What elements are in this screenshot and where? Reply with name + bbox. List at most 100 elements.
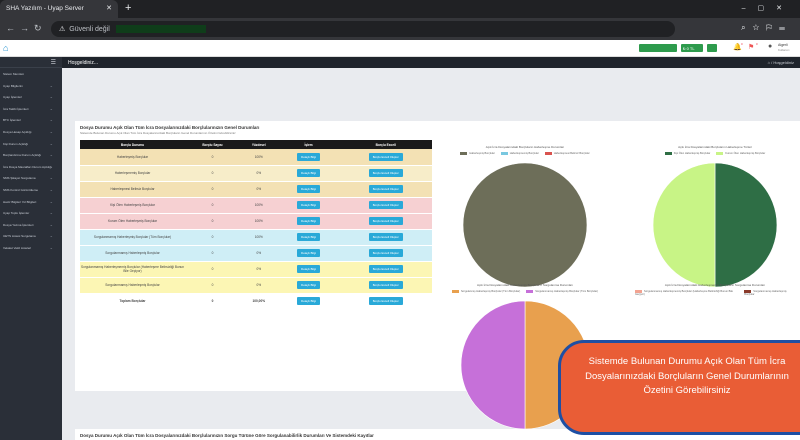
legend-item[interactable]: Sorgulanmış Haberleşmiş Borçlular (Tüm B… bbox=[451, 290, 520, 293]
cell-label: Sorgulanmamış Haberleşmiş Borçlular bbox=[80, 245, 185, 262]
cell-label: Kişi Ölen Haberleşmiş Borçlular bbox=[80, 197, 185, 214]
chart-4-legend: Sorgulanmamış Haberleşmemiş Borçlular (H… bbox=[635, 290, 795, 296]
legend-item[interactable]: Haberleşmiş Borçlular bbox=[460, 152, 495, 156]
cell-count: 0 bbox=[185, 149, 240, 166]
chart-2-title: Açık İcra Dosyalarındaki Borçluların Hab… bbox=[678, 145, 752, 149]
column-header: Borçlu Sayısı bbox=[185, 140, 240, 149]
menu-icon[interactable]: ☰ bbox=[50, 60, 56, 66]
detail-button[interactable]: Detaylı Bilgi bbox=[297, 185, 320, 193]
legend-item[interactable]: Kişi Ölen Haberleşmiş Borçlular bbox=[664, 152, 710, 155]
excel-button[interactable]: Borçlu Excell Oluştur bbox=[368, 281, 403, 289]
chevron-down-icon: ⌄ bbox=[49, 152, 53, 158]
sidebar-item[interactable]: Uyap Bilgilerim ⌄ bbox=[3, 82, 53, 88]
detail-button[interactable]: Detaylı Bilgi bbox=[297, 249, 320, 257]
info-callout: Sistemde Bulunan Durumu Açık Olan Tüm İc… bbox=[558, 340, 800, 435]
legend-item[interactable]: Sorgulanmamış Haberleşmiş Borçlular bbox=[744, 290, 795, 296]
excel-button[interactable]: Borçlu Excell Oluştur bbox=[368, 233, 403, 241]
excel-button[interactable]: Borçlu Excell Oluştur bbox=[368, 152, 403, 161]
browser-tab[interactable]: SHA Yazılım - Uyap Server ✕ bbox=[0, 0, 118, 18]
legend-label: Haberleşmiş Borçlular bbox=[469, 152, 495, 156]
refresh-badge[interactable] bbox=[707, 44, 717, 52]
cell-pct: 0% bbox=[239, 181, 278, 198]
cell-count: 0 bbox=[185, 181, 240, 198]
address-bar[interactable]: ⚠ Güvenli değil bbox=[51, 21, 675, 37]
close-tab-icon[interactable]: ✕ bbox=[106, 5, 112, 12]
cell-label: Sorgulanmamış Haberleşmemiş Borçlular (H… bbox=[80, 261, 185, 278]
detail-button[interactable]: Detaylı Bilgi bbox=[297, 265, 320, 273]
sidebar-item[interactable]: SMS Kontrol Görüntüleme ⌄ bbox=[3, 186, 53, 192]
detail-button[interactable]: Detaylı Bilgi bbox=[297, 233, 320, 241]
cell-count: 0 bbox=[185, 197, 240, 214]
pie-slice[interactable] bbox=[460, 300, 526, 430]
legend-label: Sorgulanmamış Haberleşmiş Borçlular (Tüm… bbox=[535, 290, 599, 294]
sidebar-item[interactable]: Haciz Bilgileri Yol Bilgileri ⌄ bbox=[3, 198, 53, 204]
excel-button[interactable]: Borçlu Excell Oluştur bbox=[368, 185, 403, 193]
legend-swatch bbox=[451, 290, 459, 293]
detail-button[interactable]: Detaylı Bilgi bbox=[297, 169, 320, 177]
detail-button[interactable]: Detaylı Bilgi bbox=[297, 201, 320, 209]
back-icon[interactable]: ← bbox=[6, 23, 15, 33]
flag-count: 0 bbox=[756, 42, 758, 46]
avatar[interactable]: ● bbox=[768, 43, 773, 50]
browser-action-icons[interactable]: ⌕☆⚐☰ bbox=[741, 23, 792, 32]
excel-button[interactable]: Borçlu Excell Oluştur bbox=[368, 169, 403, 177]
sidebar-item[interactable]: Borçlandırma Durum Açıklığı ⌄ bbox=[3, 152, 53, 158]
chart-2-legend: Kişi Ölen Haberleşmiş Borçlular Kurum Öle… bbox=[635, 152, 795, 155]
excel-button[interactable]: Borçlu Excell Oluştur bbox=[368, 201, 403, 209]
legend-item[interactable]: Sorgulanmamış Haberleşmemiş Borçlular (H… bbox=[635, 290, 738, 296]
detail-button[interactable]: Detaylı Bilgi bbox=[297, 297, 320, 305]
sidebar-item[interactable]: Dosya Yazma İşlemleri ⌄ bbox=[3, 221, 53, 227]
reload-icon[interactable]: ↻ bbox=[34, 23, 42, 33]
chevron-down-icon: ⌄ bbox=[49, 221, 53, 227]
bell-icon[interactable]: 🔔 bbox=[733, 44, 742, 51]
header-badge-2[interactable]: ₺ 0 TL bbox=[681, 44, 703, 52]
sidebar-item[interactable]: BTC İşlemleri ⌄ bbox=[3, 117, 53, 123]
detail-button[interactable]: Detaylı Bilgi bbox=[297, 152, 320, 161]
excel-button[interactable]: Borçlu Excell Oluştur bbox=[368, 265, 403, 273]
excel-button[interactable]: Borçlu Excell Oluştur bbox=[368, 217, 403, 225]
legend-item[interactable]: Haberleşmemiş Borçlular bbox=[500, 152, 539, 155]
cell-label: Kurum Ölen Haberleşmiş Borçlular bbox=[80, 213, 185, 230]
pie-slice[interactable] bbox=[652, 162, 716, 288]
detail-button[interactable]: Detaylı Bilgi bbox=[297, 217, 320, 225]
cell-label: Sorgulanmamış Haberleşmiş Borçlular (Tüm… bbox=[80, 229, 185, 246]
forward-icon[interactable]: → bbox=[20, 23, 29, 33]
window-controls[interactable]: –▢✕ bbox=[741, 5, 794, 12]
legend-item[interactable]: Haberleşmesi Belirsiz Borçlular bbox=[544, 152, 590, 155]
chevron-down-icon: ⌄ bbox=[49, 105, 53, 111]
legend-item[interactable]: Sorgulanmamış Haberleşmiş Borçlular (Tüm… bbox=[526, 290, 598, 293]
sidebar: ☰ Sistem Menüsü Uyap Bilgilerim ⌄ Uyap İşle… bbox=[0, 57, 62, 440]
sidebar-item[interactable]: Dosya Hesap Açıklığı ⌄ bbox=[3, 128, 53, 134]
flag-icon[interactable]: ⚑ bbox=[748, 44, 755, 51]
sidebar-item[interactable]: SMS Şikayet Sorgulama ⌄ bbox=[3, 175, 53, 181]
browser-toolbar: ← → ↻ ⚠ Güvenli değil ⌕☆⚐☰ bbox=[0, 18, 800, 40]
chart-3-pie bbox=[460, 300, 590, 430]
chart-4-title: Açık İcra Dosyalarındaki Haberleşmemiş B… bbox=[664, 283, 766, 287]
pie-slice[interactable] bbox=[714, 162, 778, 288]
chevron-down-icon: ⌄ bbox=[49, 163, 53, 169]
breadcrumb: ⌂ / Hoşgeldiniz bbox=[767, 60, 794, 65]
new-tab-button[interactable]: + bbox=[125, 2, 132, 14]
sidebar-item[interactable]: İcra Dosya Masrafları Durum Açıklığı ⌄ bbox=[3, 163, 53, 169]
detail-button[interactable]: Detaylı Bilgi bbox=[297, 281, 320, 289]
sidebar-item[interactable]: Uyap Toplu İşlemler ⌄ bbox=[3, 210, 53, 216]
table-row: Sorgulanmamış Haberleşmemiş Borçlular (H… bbox=[80, 261, 432, 278]
sidebar-item[interactable]: İcra Takibi İşlemleri ⌄ bbox=[3, 105, 53, 111]
chevron-down-icon: ⌄ bbox=[49, 244, 53, 250]
excel-button[interactable]: Borçlu Excell Oluştur bbox=[368, 249, 403, 257]
header-badge-1[interactable] bbox=[639, 44, 677, 52]
security-text: Güvenli değil bbox=[69, 26, 110, 33]
chart-1-pie bbox=[462, 162, 588, 288]
cell-label: Haberleşmiş Borçlular bbox=[80, 149, 185, 166]
sidebar-item[interactable]: Uyap İşlemleri ⌄ bbox=[3, 94, 53, 100]
sidebar-item[interactable]: Vekalet Vekil Listeleri ⌄ bbox=[3, 244, 53, 250]
sidebar-list: Sistem Menüsü Uyap Bilgilerim ⌄ Uyap İşleml… bbox=[0, 68, 62, 254]
pie-slice[interactable] bbox=[462, 162, 588, 288]
table-row: Sorgulanmamış Haberleşmiş Borçlular 0 0% De… bbox=[80, 245, 432, 262]
sidebar-item[interactable]: Kişi Durum Açıklığı ⌄ bbox=[3, 140, 53, 146]
legend-item[interactable]: Kurum Ölen Haberleşmiş Borçlular bbox=[716, 152, 765, 155]
cell-label: Sorgulanmamış Haberleşmiş Borçlular bbox=[80, 277, 185, 294]
excel-button[interactable]: Borçlu Excell Oluştur bbox=[368, 297, 403, 305]
sidebar-item[interactable]: Sistem Menüsü bbox=[3, 72, 24, 76]
sidebar-item[interactable]: UETS Listesi Sorgulama ⌄ bbox=[3, 233, 53, 239]
